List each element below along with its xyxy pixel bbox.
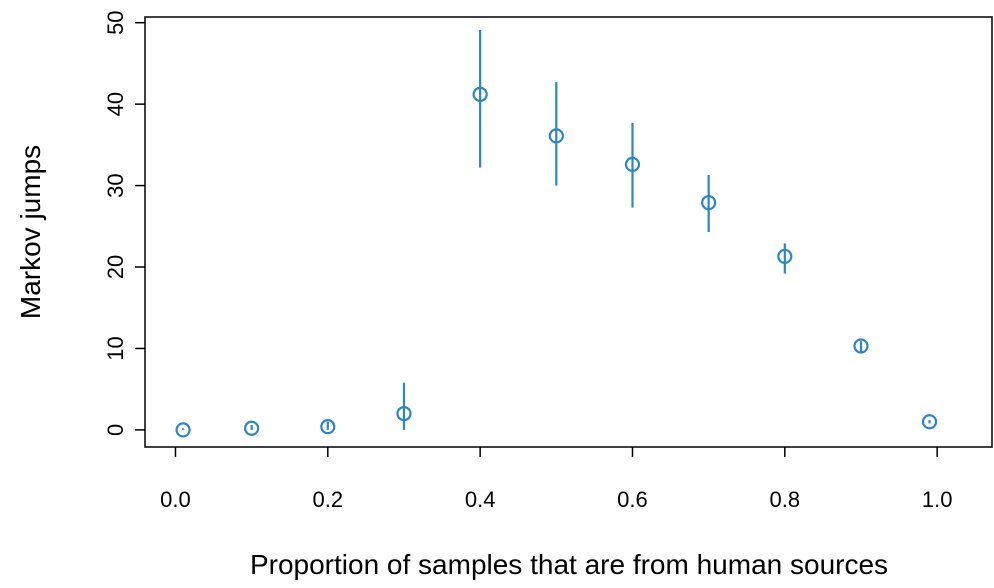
y-tick-label: 40 [103,92,128,116]
y-axis-label: Markov jumps [15,145,46,319]
point [396,406,412,422]
point [548,128,564,144]
point [320,419,336,435]
x-tick-label: 0.8 [770,487,801,512]
y-tick-label: 0 [103,424,128,436]
y-tick-label: 30 [103,173,128,197]
y-tick-label: 50 [103,10,128,34]
point [624,156,641,173]
plot-frame [144,16,993,448]
x-tick-label: 0.4 [465,487,496,512]
x-tick-label: 0.0 [160,487,191,512]
x-tick-label: 0.2 [313,487,344,512]
point [244,420,260,436]
point [472,86,488,102]
point [921,414,938,430]
point [853,338,869,354]
point [777,248,793,265]
x-tick-label: 0.6 [617,487,648,512]
x-tick-label: 1.0 [922,487,953,512]
point [175,422,191,438]
x-axis-label: Proportion of samples that are from huma… [250,549,888,580]
y-tick-label: 20 [103,255,128,279]
point [701,195,717,211]
y-tick-label: 10 [103,336,128,360]
